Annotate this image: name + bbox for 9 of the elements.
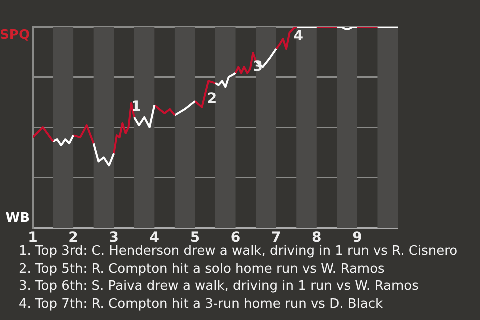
annotation: 1 (132, 99, 142, 116)
text: 3. Top 6th: S. Paiva drew a walk, driving in 1 run vs W. Ramos (19, 278, 420, 296)
annotation: 3 (253, 58, 263, 75)
text: WB (6, 210, 30, 226)
text: SPQ (0, 28, 30, 43)
text: 2. Top 5th: R. Compton hit a solo home run vs W. Ramos (19, 260, 386, 278)
annotation: 4 (294, 28, 304, 45)
annotation: 2 (207, 91, 218, 107)
text: 4. Top 7th: R. Compton hit a 3-run home run vs D. Black (19, 296, 384, 313)
